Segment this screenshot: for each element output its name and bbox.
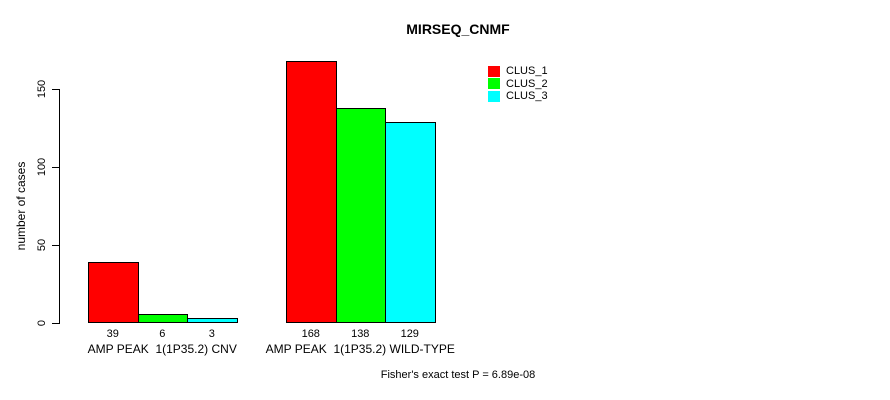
bar-value-label: 39 <box>106 328 119 340</box>
y-axis-tick-label: 100 <box>36 157 48 177</box>
legend-swatch-clus_1 <box>488 65 500 77</box>
y-axis-tick <box>52 322 59 324</box>
legend-label: CLUS_2 <box>506 77 548 90</box>
bar-clus_1-group1 <box>88 262 139 323</box>
bar-value-label: 3 <box>208 328 215 340</box>
x-axis-group-label: AMP PEAK 1(1P35.2) WILD-TYPE <box>265 342 455 356</box>
bar-clus_3-group1 <box>187 318 238 323</box>
legend: CLUS_1 CLUS_2 CLUS_3 <box>488 65 548 103</box>
y-axis-tick <box>52 88 59 90</box>
y-axis-tick-label: 150 <box>36 79 48 99</box>
x-axis-group-label: AMP PEAK 1(1P35.2) CNV <box>87 342 237 356</box>
legend-label: CLUS_3 <box>506 90 548 103</box>
bar-value-label: 6 <box>159 328 166 340</box>
stat-test-note: Fisher's exact test P = 6.89e-08 <box>380 369 536 381</box>
y-axis-tick <box>52 244 59 246</box>
legend-row: CLUS_2 <box>488 78 548 91</box>
chart-title: MIRSEQ_CNMF <box>406 21 510 37</box>
legend-swatch-clus_2 <box>488 78 500 90</box>
bar-clus_3-group2 <box>385 122 436 323</box>
y-axis-tick-label: 50 <box>36 238 48 252</box>
legend-swatch-clus_3 <box>488 90 500 102</box>
bar-clus_2-group2 <box>335 108 386 323</box>
legend-row: CLUS_3 <box>488 90 548 103</box>
y-axis-tick <box>52 166 59 168</box>
y-axis-title: number of cases <box>14 161 28 251</box>
bar-value-label: 129 <box>400 328 419 340</box>
y-axis-line <box>59 89 60 324</box>
bar-value-label: 138 <box>351 328 370 340</box>
bar-clus_2-group1 <box>137 314 188 323</box>
legend-label: CLUS_1 <box>506 65 548 78</box>
bar-value-label: 168 <box>301 328 320 340</box>
legend-row: CLUS_1 <box>488 65 548 78</box>
bar-clus_1-group2 <box>286 61 337 323</box>
y-axis-tick-label: 0 <box>36 319 48 327</box>
